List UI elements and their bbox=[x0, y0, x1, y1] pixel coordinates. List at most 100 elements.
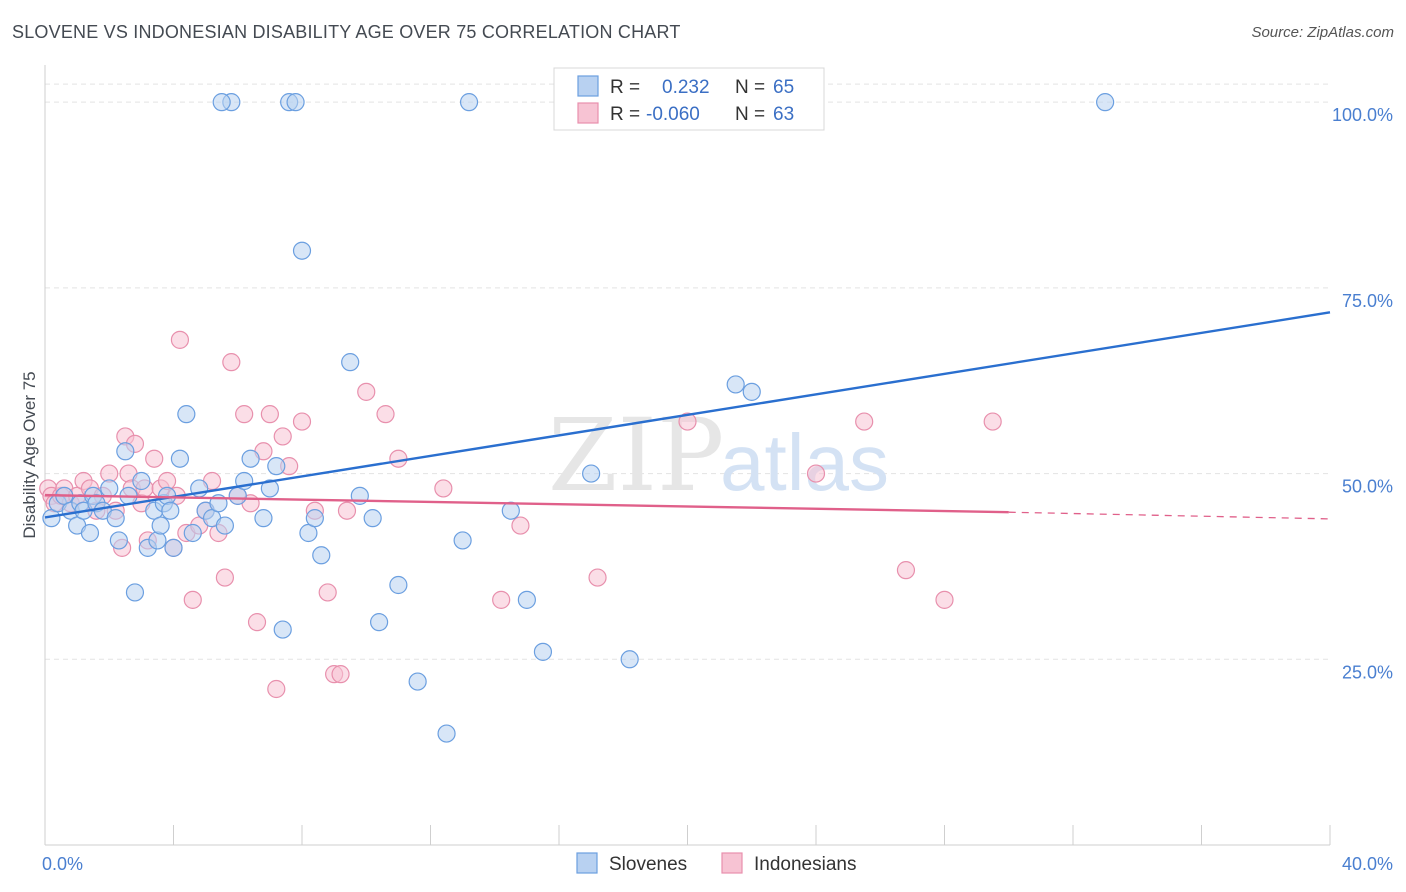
slovenes-point bbox=[100, 479, 119, 498]
legend-r-value-indonesians: -0.060 bbox=[646, 104, 700, 125]
slovenes-point bbox=[170, 449, 190, 468]
slovenes-point bbox=[408, 672, 427, 691]
slovenes-point bbox=[151, 516, 170, 535]
slovenes-point bbox=[389, 575, 408, 595]
x-tick-label-min: 0.0% bbox=[42, 854, 83, 874]
axes bbox=[44, 65, 1331, 846]
slovenes-point bbox=[183, 523, 202, 543]
legend-n-value-slovenes: 65 bbox=[773, 77, 794, 98]
slovenes-point bbox=[215, 516, 234, 535]
legend-r-label-indonesians: R = bbox=[610, 104, 640, 125]
indonesians-point bbox=[935, 590, 954, 609]
trend-line-indonesians-extension bbox=[1008, 511, 1331, 520]
slovenes-point bbox=[370, 613, 389, 632]
slovenes-point bbox=[177, 405, 196, 424]
legend-r-label-slovenes: R = bbox=[610, 77, 640, 98]
legend-n-label-indonesians: N = bbox=[735, 104, 765, 125]
indonesians-point bbox=[235, 405, 254, 424]
slovenes-point bbox=[161, 501, 180, 520]
indonesians-point bbox=[215, 568, 234, 587]
indonesians-point bbox=[331, 665, 350, 684]
y-axis-title: Disability Age Over 75 bbox=[20, 371, 39, 538]
x-tick-labels: 0.0% 40.0% bbox=[42, 854, 1393, 874]
slovenes-point bbox=[260, 479, 279, 498]
legend-n-value-indonesians: 63 bbox=[773, 104, 794, 125]
slovenes-point bbox=[148, 531, 167, 550]
indonesians-point bbox=[511, 516, 530, 535]
indonesians-point bbox=[492, 590, 511, 609]
indonesians-point bbox=[247, 613, 267, 632]
series-slovenes bbox=[42, 93, 1115, 743]
bottom-legend-swatch-indonesians bbox=[721, 852, 743, 874]
indonesians-point bbox=[292, 412, 312, 431]
indonesians-point bbox=[376, 405, 395, 424]
slovenes-point bbox=[341, 353, 360, 372]
slovenes-point bbox=[132, 471, 151, 491]
slovenes-point bbox=[254, 509, 273, 528]
indonesians-point bbox=[260, 405, 279, 424]
slovenes-point bbox=[459, 93, 479, 112]
indonesians-point bbox=[434, 479, 453, 498]
slovenes-point bbox=[273, 620, 292, 639]
indonesians-point bbox=[267, 679, 286, 699]
legend-box: R = 0.232 N = 65 R = -0.060 N = 63 bbox=[553, 67, 825, 131]
bottom-legend-swatch-slovenes bbox=[576, 852, 598, 874]
indonesians-point bbox=[896, 561, 916, 580]
legend-n-label-slovenes: N = bbox=[735, 77, 765, 98]
bottom-legend-label-indonesians: Indonesians bbox=[754, 854, 856, 875]
y-tick-label-3: 100.0% bbox=[1332, 105, 1393, 125]
chart-source: Source: ZipAtlas.com bbox=[1251, 24, 1394, 41]
slovenes-point bbox=[742, 382, 761, 401]
slovenes-point bbox=[1096, 93, 1115, 112]
watermark: ZIP atlas bbox=[548, 397, 889, 514]
slovenes-point bbox=[437, 724, 456, 743]
watermark-atlas: atlas bbox=[720, 418, 889, 507]
indonesians-point bbox=[183, 590, 202, 609]
watermark-zip: ZIP bbox=[548, 397, 724, 514]
slovenes-point bbox=[125, 583, 145, 602]
indonesians-point bbox=[273, 427, 292, 446]
y-tick-label-0: 25.0% bbox=[1342, 662, 1393, 682]
grid-lines bbox=[45, 83, 1330, 660]
series-indonesians bbox=[39, 330, 1002, 699]
slovenes-point bbox=[241, 449, 260, 468]
indonesians-point bbox=[806, 464, 826, 483]
slovenes-point bbox=[164, 538, 183, 557]
slovenes-point bbox=[620, 650, 639, 669]
slovenes-point bbox=[517, 590, 536, 609]
slovenes-point bbox=[292, 241, 312, 260]
slovenes-point bbox=[305, 509, 324, 528]
y-tick-labels: 25.0% 50.0% 75.0% 100.0% bbox=[1332, 105, 1393, 682]
bottom-legend: Slovenes Indonesians bbox=[576, 852, 856, 875]
slovenes-point bbox=[106, 509, 125, 528]
indonesians-point bbox=[145, 449, 164, 468]
slovenes-point bbox=[312, 546, 331, 565]
legend-swatch-slovenes bbox=[577, 75, 599, 97]
indonesians-point bbox=[222, 353, 241, 372]
slovenes-point bbox=[80, 523, 100, 543]
slovenes-point bbox=[726, 375, 745, 394]
slovenes-point bbox=[533, 642, 553, 661]
trend-line-slovenes bbox=[44, 311, 1331, 519]
slovenes-point bbox=[582, 464, 601, 483]
y-tick-label-2: 75.0% bbox=[1342, 291, 1393, 311]
slovenes-point bbox=[109, 531, 128, 550]
slovenes-point bbox=[267, 457, 286, 476]
indonesians-point bbox=[855, 412, 874, 431]
slovenes-point bbox=[286, 93, 305, 112]
indonesians-point bbox=[357, 382, 376, 401]
indonesians-point bbox=[318, 583, 337, 602]
legend-swatch-indonesians bbox=[577, 102, 599, 124]
indonesians-point bbox=[678, 412, 697, 431]
indonesians-point bbox=[983, 412, 1002, 431]
slovenes-point bbox=[453, 531, 472, 550]
indonesians-point bbox=[170, 330, 190, 349]
slovenes-point bbox=[501, 501, 520, 520]
trend-line-indonesians bbox=[44, 493, 1009, 514]
x-tick-label-max: 40.0% bbox=[1342, 854, 1393, 874]
trend-lines bbox=[44, 311, 1331, 520]
y-tick-label-1: 50.0% bbox=[1342, 477, 1393, 497]
slovenes-point bbox=[363, 509, 382, 528]
indonesians-point bbox=[337, 501, 357, 520]
